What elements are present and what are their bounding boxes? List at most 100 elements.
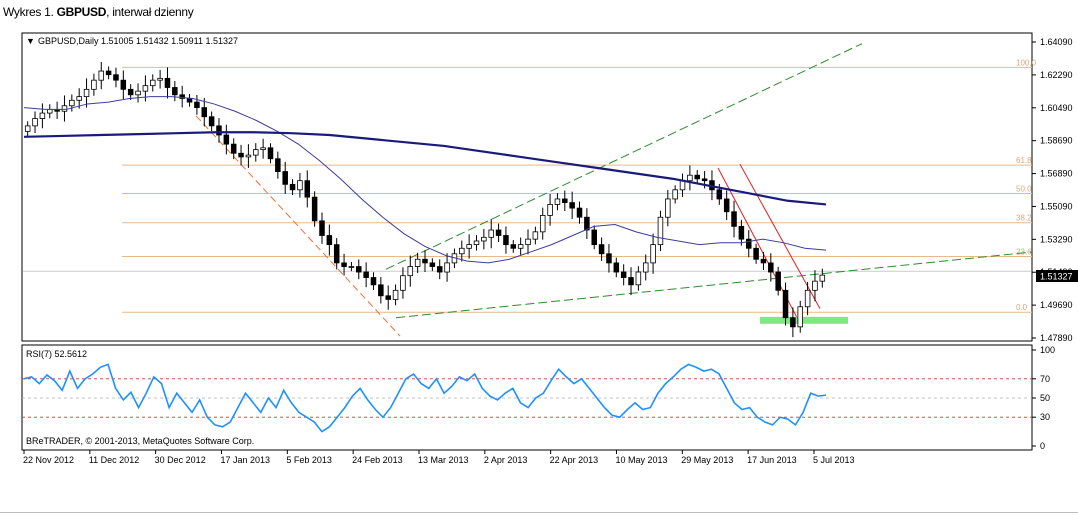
candle-body bbox=[539, 214, 546, 233]
candle-body bbox=[473, 240, 480, 246]
footer-divider bbox=[0, 512, 1078, 513]
candle-body bbox=[275, 158, 281, 172]
time-tick-label: 17 Jun 2013 bbox=[747, 455, 797, 465]
candle-body bbox=[642, 262, 649, 273]
candle-body bbox=[172, 87, 178, 96]
candle-body bbox=[238, 152, 244, 158]
candle-body bbox=[223, 134, 230, 145]
candle-body bbox=[297, 180, 303, 191]
candle-body bbox=[429, 262, 436, 267]
rsi-tick-label: 70 bbox=[1040, 374, 1050, 384]
candle-body bbox=[488, 229, 494, 238]
rsi-title: RSI(7) 52.5612 bbox=[26, 349, 87, 359]
caption-symbol: GBPUSD bbox=[56, 5, 107, 19]
candle-body bbox=[495, 229, 502, 236]
candle-body bbox=[819, 274, 826, 282]
candle-body bbox=[150, 79, 156, 87]
price-tick-label: 1.47890 bbox=[1040, 333, 1073, 343]
fib-label: 100.0 bbox=[1016, 58, 1037, 67]
orange-trend-line bbox=[195, 115, 401, 337]
rsi-panel-frame bbox=[21, 344, 1033, 451]
figure-caption: Wykres 1. GBPUSD, interwał dzienny bbox=[3, 5, 194, 19]
candle-body bbox=[83, 88, 90, 98]
caption-prefix: Wykres 1. bbox=[3, 5, 57, 19]
main-panel-frame bbox=[21, 32, 1033, 342]
upper-channel-line bbox=[385, 43, 863, 270]
red-trend-line bbox=[739, 163, 821, 309]
time-tick-label: 13 Mar 2013 bbox=[418, 455, 469, 465]
ma-slow-line bbox=[23, 131, 827, 206]
time-tick-label: 30 Dec 2012 bbox=[155, 455, 206, 465]
candle-body bbox=[775, 271, 781, 291]
candle-body bbox=[142, 85, 149, 92]
candle-body bbox=[576, 207, 583, 218]
candle-body bbox=[333, 244, 340, 264]
fib-label: 61.8 bbox=[1016, 156, 1032, 165]
caption-suffix: , interwał dzienny bbox=[106, 5, 194, 19]
candle-body bbox=[459, 247, 465, 255]
candle-body bbox=[304, 180, 311, 198]
candle-body bbox=[753, 247, 759, 260]
candle-body bbox=[363, 271, 369, 278]
candle-body bbox=[760, 258, 767, 264]
candle-body bbox=[569, 202, 575, 209]
candle-body bbox=[120, 79, 127, 90]
copyright-text: BReTRADER, © 2001-2013, MetaQuotes Softw… bbox=[26, 436, 254, 446]
candle-body bbox=[738, 225, 745, 240]
candle-body bbox=[61, 105, 68, 112]
price-tick-label: 1.55090 bbox=[1040, 201, 1073, 211]
candle-body bbox=[392, 289, 399, 300]
price-axis: 1.64090 1.62290 1.60490 1.58690 1.56890 1.550… bbox=[1032, 37, 1073, 451]
time-tick-label: 5 Jul 2013 bbox=[813, 455, 855, 465]
candle-body bbox=[723, 198, 730, 213]
candle-body bbox=[562, 198, 568, 204]
candle-body bbox=[503, 235, 509, 246]
time-tick-label: 22 Nov 2012 bbox=[23, 455, 74, 465]
rsi-line bbox=[23, 363, 827, 433]
time-tick-label: 24 Feb 2013 bbox=[352, 455, 403, 465]
current-price-box bbox=[1036, 270, 1078, 282]
rsi-tick-label: 30 bbox=[1040, 412, 1050, 422]
candle-body bbox=[547, 204, 553, 216]
candle-body bbox=[319, 220, 325, 236]
candle-body bbox=[701, 178, 708, 182]
time-axis: 22 Nov 2012 11 Dec 2012 30 Dec 2012 17 Jan … bbox=[23, 450, 855, 465]
header-arrow-icon[interactable]: ▼ bbox=[26, 36, 35, 46]
candle-body bbox=[436, 266, 443, 273]
price-tick-label: 1.62290 bbox=[1040, 70, 1073, 80]
candle-body bbox=[672, 189, 678, 200]
candle-body bbox=[657, 216, 664, 246]
candle-body bbox=[650, 244, 656, 264]
candle-body bbox=[635, 271, 642, 286]
candle-body bbox=[591, 229, 597, 246]
candle-body bbox=[812, 280, 818, 291]
candle-body bbox=[554, 198, 561, 205]
price-tick-label: 1.56890 bbox=[1040, 169, 1073, 179]
candle-body bbox=[32, 118, 38, 127]
time-tick-label: 17 Jan 2013 bbox=[220, 455, 270, 465]
rsi-tick-label: 50 bbox=[1040, 393, 1050, 403]
candle-body bbox=[665, 198, 671, 218]
candle-body bbox=[797, 306, 804, 328]
candle-body bbox=[414, 258, 421, 267]
candle-body bbox=[768, 262, 774, 273]
candle-body bbox=[164, 77, 171, 88]
rsi-layer bbox=[22, 363, 1032, 433]
candle-body bbox=[127, 88, 134, 96]
rsi-tick-label: 0 bbox=[1040, 441, 1045, 451]
time-tick-label: 11 Dec 2012 bbox=[89, 455, 139, 465]
fib-label: 0.0 bbox=[1016, 303, 1028, 312]
candle-body bbox=[282, 171, 288, 185]
price-tick-label: 1.60490 bbox=[1040, 103, 1073, 113]
candle-body bbox=[179, 94, 185, 99]
candle-body bbox=[444, 262, 450, 273]
candle-body bbox=[745, 238, 752, 249]
candle-body bbox=[39, 112, 46, 119]
candle-body bbox=[687, 174, 693, 182]
fibonacci-layer: 100.0 61.8 50.0 38.2 23.6 0.0 bbox=[22, 58, 1037, 313]
candle-body bbox=[694, 174, 700, 180]
price-tick-label: 1.58690 bbox=[1040, 136, 1073, 146]
time-tick-label: 10 May 2013 bbox=[615, 455, 667, 465]
candle-body bbox=[76, 96, 82, 101]
